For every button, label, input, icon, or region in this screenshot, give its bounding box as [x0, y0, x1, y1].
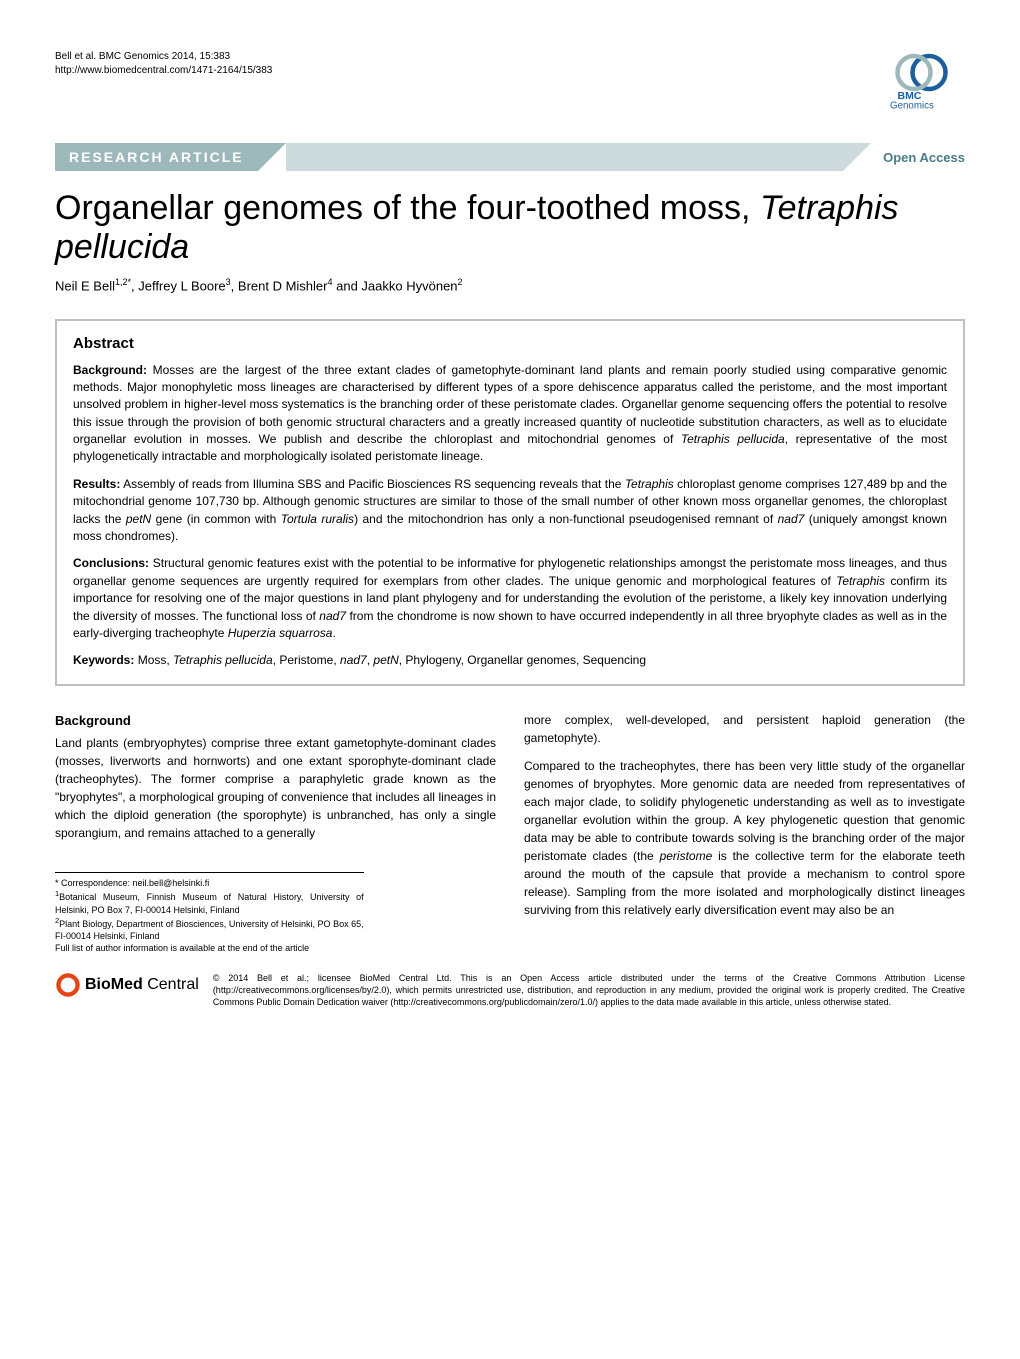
conclusions-italic-3: Huperzia squarrosa	[228, 626, 333, 640]
keywords-text-4: , Phylogeny, Organellar genomes, Sequenc…	[399, 653, 646, 667]
affiliations-block: * Correspondence: neil.bell@helsinki.fi …	[55, 872, 364, 954]
body-paragraph-3: Compared to the tracheophytes, there has…	[524, 757, 965, 919]
title-plain: Organellar genomes of the four-toothed m…	[55, 189, 760, 227]
author-list: Neil E Bell1,2*, Jeffrey L Boore3, Brent…	[55, 277, 965, 293]
column-right: more complex, well-developed, and persis…	[524, 711, 965, 954]
citation-url: http://www.biomedcentral.com/1471-2164/1…	[55, 64, 272, 78]
keywords-text-2: , Peristome,	[273, 653, 340, 667]
background-species-1: Tetraphis pellucida	[681, 432, 785, 446]
keywords-label: Keywords:	[73, 653, 134, 667]
keywords-italic-3: petN	[373, 653, 398, 667]
body-paragraph-1: Land plants (embryophytes) comprise thre…	[55, 734, 496, 842]
author-sep-3: and Jaakko Hyvönen	[333, 279, 458, 294]
affil-2-text: Plant Biology, Department of Biosciences…	[55, 919, 364, 941]
results-italic-2: petN	[126, 512, 151, 526]
author-sep-1: , Jeffrey L Boore	[131, 279, 226, 294]
banner-spacer	[286, 143, 843, 171]
affiliation-1: 1Botanical Museum, Finnish Museum of Nat…	[55, 889, 364, 915]
author-1-affil: 1,2*	[115, 277, 131, 287]
section-heading-background: Background	[55, 711, 496, 731]
affiliation-2: 2Plant Biology, Department of Bioscience…	[55, 916, 364, 942]
page-header: Bell et al. BMC Genomics 2014, 15:383 ht…	[55, 50, 965, 113]
conclusions-text-1: Structural genomic features exist with t…	[73, 556, 947, 587]
author-sep-2: , Brent D Mishler	[231, 279, 328, 294]
affil-1-text: Botanical Museum, Finnish Museum of Natu…	[55, 892, 364, 914]
author-1: Neil E Bell	[55, 279, 115, 294]
correspondence-line: * Correspondence: neil.bell@helsinki.fi	[55, 877, 364, 889]
publisher-name: BioMed Central	[85, 974, 199, 996]
keywords-text-1: Moss,	[134, 653, 173, 667]
conclusions-italic-2: nad7	[319, 609, 346, 623]
abstract-conclusions: Conclusions: Structural genomic features…	[73, 555, 947, 642]
body-paragraph-2: more complex, well-developed, and persis…	[524, 711, 965, 747]
background-label: Background:	[73, 363, 147, 377]
abstract-results: Results: Assembly of reads from Illumina…	[73, 476, 947, 546]
abstract-heading: Abstract	[73, 335, 947, 352]
citation-line-1: Bell et al. BMC Genomics 2014, 15:383	[55, 50, 272, 64]
publisher-logo: BioMed Central	[55, 972, 199, 998]
author-4-affil: 2	[458, 277, 463, 287]
conclusions-text-4: .	[332, 626, 335, 640]
body-columns: Background Land plants (embryophytes) co…	[55, 711, 965, 954]
results-italic-1: Tetraphis	[625, 477, 674, 491]
results-italic-4: nad7	[778, 512, 805, 526]
license-text: © 2014 Bell et al.; licensee BioMed Cent…	[213, 972, 965, 1008]
conclusions-italic-1: Tetraphis	[836, 574, 885, 588]
affiliation-full-list-note: Full list of author information is avail…	[55, 942, 364, 954]
article-type-banner: RESEARCH ARTICLE Open Access	[55, 143, 965, 171]
column-left: Background Land plants (embryophytes) co…	[55, 711, 496, 954]
biomed-central-ring-icon	[55, 972, 81, 998]
svg-text:Genomics: Genomics	[890, 101, 934, 111]
keywords-italic-1: Tetraphis pellucida	[173, 653, 273, 667]
page-root: Bell et al. BMC Genomics 2014, 15:383 ht…	[0, 0, 1020, 1059]
results-italic-3: Tortula ruralis	[281, 512, 354, 526]
article-title: Organellar genomes of the four-toothed m…	[55, 189, 965, 267]
body-p3-a: Compared to the tracheophytes, there has…	[524, 759, 965, 863]
results-label: Results:	[73, 477, 120, 491]
results-text-1: Assembly of reads from Illumina SBS and …	[120, 477, 624, 491]
journal-logo: BMC Genomics	[875, 50, 965, 113]
abstract-background: Background: Mosses are the largest of th…	[73, 362, 947, 466]
keywords-italic-2: nad7	[340, 653, 367, 667]
results-text-3: gene (in common with	[151, 512, 280, 526]
conclusions-label: Conclusions:	[73, 556, 149, 570]
abstract-keywords: Keywords: Moss, Tetraphis pellucida, Per…	[73, 652, 947, 669]
body-p3-italic: peristome	[660, 849, 713, 863]
bmc-genomics-logo-icon: BMC Genomics	[875, 50, 965, 110]
results-text-4: ) and the mitochondrion has only a non-f…	[354, 512, 778, 526]
abstract-box: Abstract Background: Mosses are the larg…	[55, 319, 965, 686]
citation-block: Bell et al. BMC Genomics 2014, 15:383 ht…	[55, 50, 272, 78]
article-type-label: RESEARCH ARTICLE	[55, 143, 258, 171]
footer: BioMed Central © 2014 Bell et al.; licen…	[55, 972, 965, 1008]
